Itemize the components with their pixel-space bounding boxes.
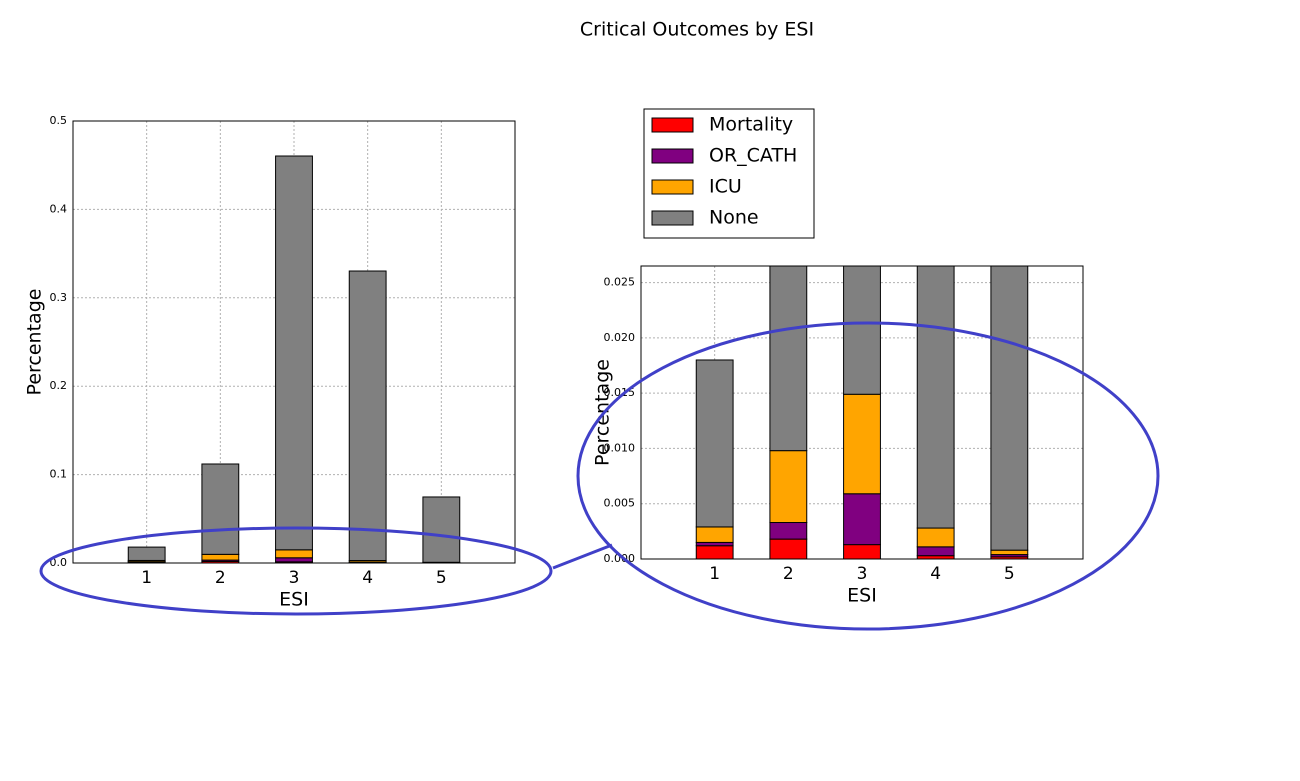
bar-segment <box>695 526 734 543</box>
y-tick-label: 0.010 <box>604 441 636 454</box>
x-tick-label: 4 <box>930 564 941 584</box>
bar-segment <box>201 553 240 561</box>
plot-frame <box>640 265 1084 560</box>
y-tick-label: 0.1 <box>50 468 68 481</box>
x-tick-label: 3 <box>289 568 300 588</box>
bar-segment <box>990 266 1029 551</box>
x-tick-label: 3 <box>857 564 868 584</box>
bar-segment <box>769 522 808 540</box>
x-axis-label: ESI <box>847 585 877 607</box>
bar-segment <box>916 266 955 529</box>
legend-swatch <box>651 179 694 195</box>
x-tick-label: 4 <box>362 568 373 588</box>
bar-segment <box>916 546 955 557</box>
legend: Mortality OR_CATH ICU None <box>643 108 815 239</box>
y-tick-label: 0.005 <box>604 497 636 510</box>
bar-segment <box>695 359 734 528</box>
bar-segment <box>769 538 808 559</box>
x-tick-label: 2 <box>783 564 794 584</box>
bar-segment <box>769 266 808 452</box>
legend-label: ICU <box>709 176 742 198</box>
y-axis-label: Percentage <box>24 289 46 396</box>
legend-swatch <box>651 117 694 133</box>
bar-segment <box>843 544 881 559</box>
y-tick-label: 0.0 <box>50 556 68 569</box>
bar-segment <box>769 450 808 524</box>
plot: 0.0 0.1 0.2 0.3 0.4 0.5 1 2 3 4 5 ESI Percentage <box>24 114 516 611</box>
bar-segment <box>275 557 313 563</box>
x-tick-label: 5 <box>436 568 447 588</box>
bar-segment <box>348 270 387 562</box>
bar-segment <box>422 496 461 563</box>
bar-segment <box>275 155 313 551</box>
highlight-ellipse <box>39 526 553 616</box>
bars <box>695 266 1029 559</box>
x-tick-label: 2 <box>215 568 226 588</box>
legend-label: None <box>709 207 759 229</box>
legend-label: Mortality <box>709 114 793 136</box>
x-tick-label: 1 <box>141 568 152 588</box>
y-tick-label: 0.025 <box>604 276 636 289</box>
connector <box>552 543 613 570</box>
bar-segment <box>990 549 1029 556</box>
bar-segment <box>843 266 881 395</box>
bar-segment <box>275 549 313 559</box>
figure-title: Critical Outcomes by ESI <box>580 19 814 41</box>
bar-segment <box>695 545 734 559</box>
bar-segment <box>201 463 240 555</box>
bars <box>127 155 461 563</box>
y-tick-label: 0.020 <box>604 331 636 344</box>
x-tick-label: 5 <box>1004 564 1015 584</box>
plot-frame <box>72 120 516 564</box>
y-tick-label: 0.3 <box>50 291 68 304</box>
legend-label: OR_CATH <box>709 145 797 167</box>
legend-swatch <box>651 148 694 164</box>
x-axis-label: ESI <box>279 589 309 611</box>
y-tick-label: 0.5 <box>50 114 68 127</box>
legend-swatch <box>651 210 694 226</box>
highlight-ellipse <box>576 321 1160 631</box>
x-tick-label: 1 <box>709 564 720 584</box>
bar-segment <box>843 393 881 495</box>
bar-segment <box>127 546 166 561</box>
y-tick-label: 0.4 <box>50 202 68 215</box>
bar-segment <box>916 527 955 548</box>
y-tick-label: 0.2 <box>50 379 68 392</box>
bar-segment <box>843 493 881 546</box>
